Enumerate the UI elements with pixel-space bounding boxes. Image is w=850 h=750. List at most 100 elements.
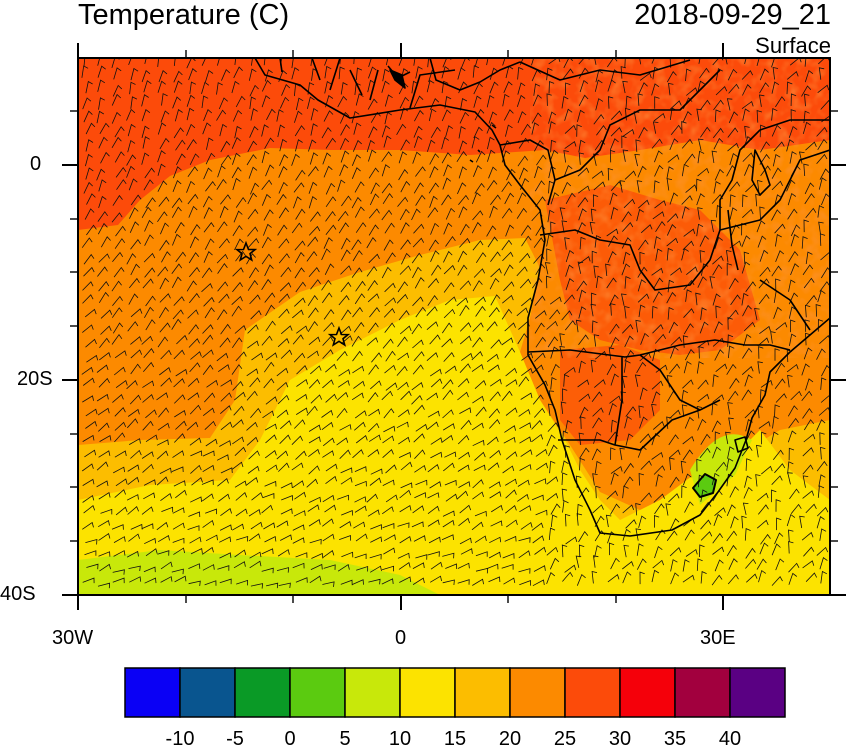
wind-barb (771, 576, 783, 586)
wind-barb (322, 518, 334, 527)
wind-barb (172, 522, 185, 530)
wind-barb (324, 80, 332, 94)
wind-barb (128, 565, 141, 572)
wind-barb (622, 80, 628, 94)
wind-barb (532, 579, 545, 587)
wind-barb (546, 572, 556, 585)
wind-barb (234, 325, 247, 334)
wind-barb (307, 321, 319, 333)
wind-barb (369, 565, 382, 573)
wind-barb (82, 281, 94, 291)
wind-barb (577, 185, 590, 194)
wind-barb (696, 178, 702, 192)
wind-barb (682, 435, 695, 445)
wind-barb (141, 94, 149, 107)
wind-barb (805, 572, 818, 582)
wind-barb (517, 66, 524, 80)
wind-barb (368, 578, 381, 585)
wind-barb (726, 504, 736, 517)
wind-barb (564, 513, 571, 527)
wind-barb (160, 493, 172, 502)
wind-barb (278, 582, 291, 589)
wind-barb (653, 180, 660, 193)
wind-barb (486, 436, 499, 446)
wind-barb (127, 464, 140, 472)
wind-barb (442, 552, 455, 559)
wind-barb (458, 451, 470, 460)
wind-barb (696, 361, 704, 374)
wind-barb (83, 253, 95, 265)
wind-barb (381, 578, 394, 585)
wind-barb (186, 58, 196, 69)
wind-barb (685, 184, 697, 193)
wind-barb (175, 251, 187, 263)
wind-barb (623, 198, 636, 209)
wind-barb (247, 280, 259, 291)
wind-barb (804, 93, 810, 107)
wind-barb (516, 94, 526, 108)
wind-barb (366, 266, 378, 277)
wind-barb (549, 309, 561, 320)
wind-barb (99, 563, 111, 572)
wind-barb (370, 111, 381, 123)
wind-barb (639, 416, 648, 429)
wind-barb (430, 561, 443, 570)
wind-barb (355, 533, 368, 542)
wind-barb (444, 95, 452, 109)
wind-barb (232, 436, 244, 445)
wind-barb (547, 336, 559, 348)
wind-barb (683, 279, 695, 290)
wind-barb (265, 464, 278, 473)
wind-barb (203, 167, 213, 180)
wind-barb (172, 450, 185, 458)
wind-barb (670, 124, 682, 135)
wind-barb (97, 65, 106, 78)
wind-barb (278, 238, 290, 249)
wind-barb (715, 86, 728, 96)
wind-barb (217, 364, 230, 373)
wind-barb (559, 346, 565, 359)
wind-barb (442, 177, 452, 190)
wind-barb (384, 222, 395, 234)
wind-barb (383, 308, 396, 318)
wind-barb (490, 268, 502, 278)
wind-barb (755, 193, 761, 207)
wind-barb (741, 292, 749, 306)
wind-barb (741, 515, 747, 529)
wind-barb (188, 563, 201, 569)
wind-barb (550, 221, 556, 235)
station-markers (234, 240, 351, 347)
wind-barb (744, 163, 754, 176)
wind-barb (171, 206, 182, 218)
wind-barb (399, 208, 410, 221)
wind-barb (682, 574, 695, 583)
wind-barb (488, 307, 500, 318)
wind-barb (206, 379, 219, 388)
wind-barb (817, 205, 825, 218)
wind-barb (564, 445, 571, 458)
wind-barb (596, 125, 607, 136)
wind-barb (114, 489, 126, 498)
wind-barb (203, 251, 213, 263)
wind-barb (536, 462, 548, 471)
wind-barb (354, 505, 367, 513)
wind-barb (759, 206, 765, 219)
wind-barb (308, 465, 320, 475)
wind-barb (535, 336, 547, 348)
wind-barb (490, 294, 501, 306)
temp-band-5-10 (78, 550, 440, 595)
wind-barb (130, 239, 141, 250)
wind-barb (384, 282, 396, 293)
wind-barb (382, 523, 395, 529)
wind-barb (264, 292, 276, 303)
wind-barb (352, 306, 363, 318)
wind-barb (277, 124, 285, 138)
wind-barb (459, 537, 472, 545)
wind-barb (442, 510, 455, 517)
wind-barb (802, 490, 815, 499)
wind-barb (594, 515, 605, 527)
wind-barb (161, 251, 171, 263)
wind-barb (82, 377, 95, 386)
wind-barb (204, 307, 215, 319)
wind-barb (112, 577, 125, 584)
